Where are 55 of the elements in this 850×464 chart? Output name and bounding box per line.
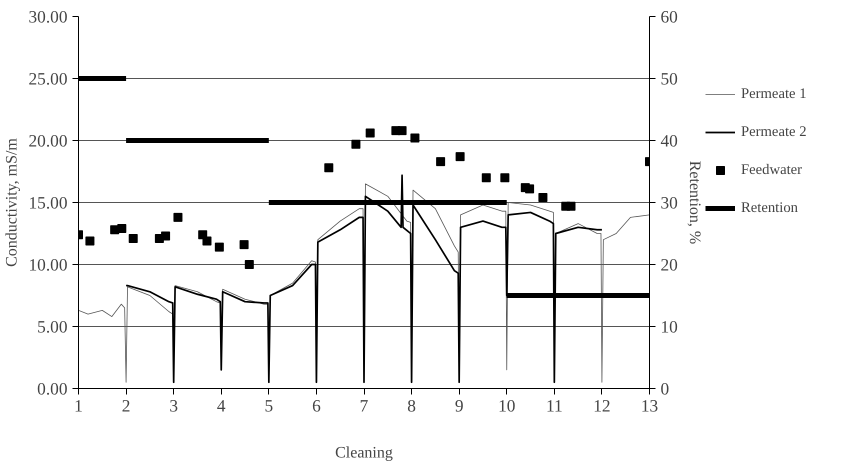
point [410,134,420,143]
x-tick-label: 12 [593,396,611,416]
legend-label: Retention [741,200,798,216]
point [324,163,334,172]
point [202,236,212,246]
point [500,173,510,182]
y2-tick-label: 50 [660,70,678,88]
x-tick-label: 7 [360,396,369,416]
y2-tick-label: 20 [660,256,678,274]
point [244,260,254,269]
y-tick-label: 30.00 [28,8,68,26]
point [566,202,576,211]
legend-label: Feedwater [741,162,802,178]
x-tick-label: 8 [407,396,416,416]
y2-tick-label: 10 [660,318,678,336]
y-tick-label: 10.00 [28,256,68,274]
x-tick-label: 1 [74,396,83,416]
x-tick-label: 11 [546,396,563,416]
point [482,173,491,182]
x-tick-label: 6 [312,396,322,416]
point [525,184,534,194]
point [173,212,182,222]
point [128,234,138,243]
x-tick-label: 2 [122,396,130,416]
point [214,242,224,252]
x-tick-label: 3 [169,396,178,416]
point [456,152,465,162]
point [398,126,407,136]
y-tick-label: 5.00 [37,318,68,336]
y2-tick-label: 0 [660,380,670,398]
x-axis-title: Cleaning [335,444,393,462]
x-tick-label: 13 [640,396,658,416]
y-tick-label: 25.00 [28,70,68,88]
point [85,236,94,246]
legend-label: Permeate 1 [741,86,807,102]
y2-axis-title: Retention, % [686,160,703,244]
y-axis-title: Conductivity, mS/m [4,138,21,267]
point [351,140,360,149]
point [436,157,446,166]
point [240,240,249,250]
x-tick-label: 4 [216,396,226,416]
y-tick-label: 0.00 [37,380,68,398]
y-tick-label: 15.00 [28,194,68,212]
x-tick-label: 10 [498,396,516,416]
point [366,128,375,138]
y2-tick-label: 40 [660,132,678,150]
point [117,224,126,234]
point [161,231,170,240]
y-tick-label: 20.00 [28,132,68,150]
legend-label: Permeate 2 [741,124,807,140]
y2-tick-label: 30 [660,194,678,212]
point [538,193,548,202]
x-tick-label: 9 [454,396,464,416]
y2-tick-label: 60 [660,8,678,26]
x-tick-label: 5 [264,396,274,416]
